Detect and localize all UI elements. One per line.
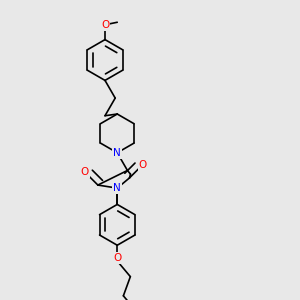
- Text: N: N: [113, 183, 121, 193]
- Text: O: O: [139, 160, 147, 170]
- Text: O: O: [101, 20, 109, 30]
- Text: O: O: [113, 253, 122, 263]
- Text: O: O: [80, 167, 89, 177]
- Text: N: N: [113, 148, 121, 158]
